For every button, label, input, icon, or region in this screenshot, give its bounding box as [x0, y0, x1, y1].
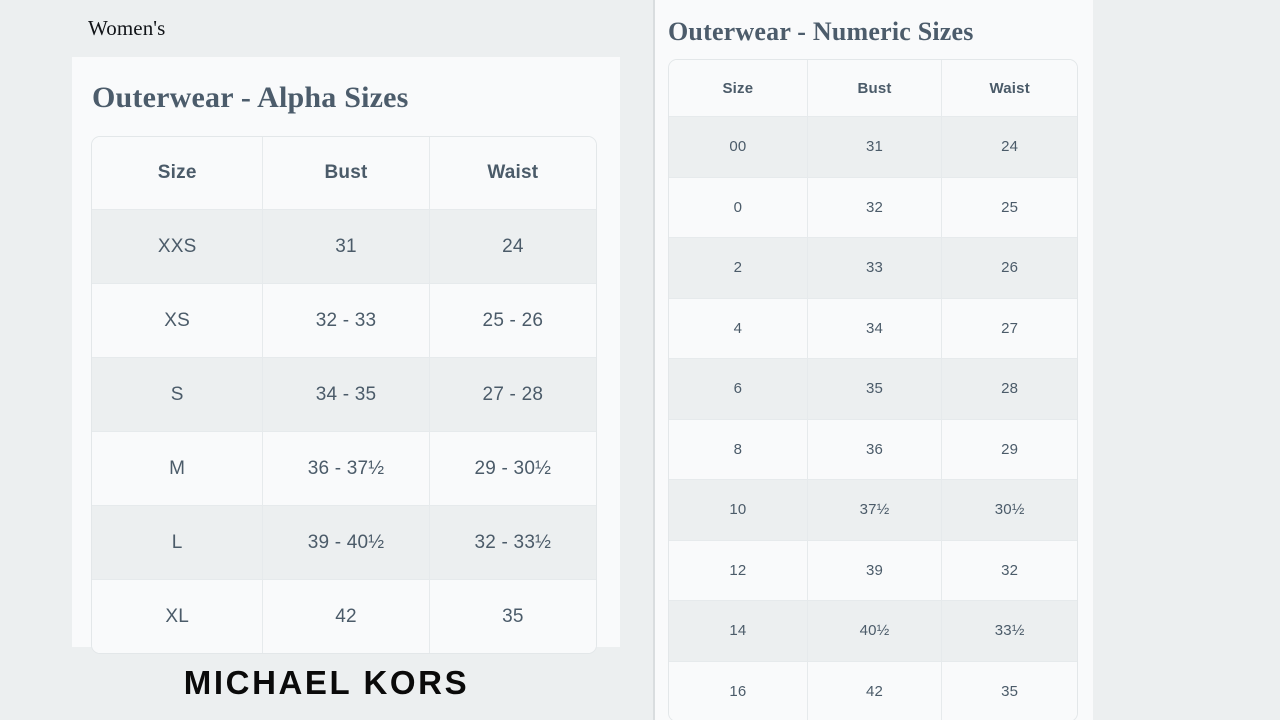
table-row: 14 40½ 33½ — [669, 601, 1077, 662]
cell-size: S — [92, 358, 264, 432]
cell-bust: 39 - 40½ — [263, 506, 430, 580]
cell-bust: 40½ — [807, 601, 943, 662]
cell-waist: 24 — [429, 210, 596, 284]
numeric-sizes-title: Outerwear - Numeric Sizes — [668, 17, 974, 46]
table-row: 10 37½ 30½ — [669, 480, 1077, 541]
cell-bust: 36 - 37½ — [263, 432, 430, 506]
table-row: 00 31 24 — [669, 117, 1077, 178]
table-row: L 39 - 40½ 32 - 33½ — [92, 506, 596, 580]
cell-bust: 32 - 33 — [263, 284, 430, 358]
numeric-table-header: Size Bust Waist — [669, 60, 1077, 117]
cell-waist: 35 — [429, 580, 596, 653]
cell-waist: 24 — [942, 117, 1077, 178]
cell-waist: 30½ — [942, 480, 1077, 541]
cell-waist: 26 — [942, 238, 1077, 299]
cell-bust: 37½ — [807, 480, 943, 541]
cell-size: XL — [92, 580, 264, 653]
cell-waist: 32 - 33½ — [429, 506, 596, 580]
cell-waist: 29 - 30½ — [429, 432, 596, 506]
alpha-table-header: Size Bust Waist — [92, 137, 596, 210]
table-header-row: Size Bust Waist — [669, 60, 1077, 117]
cell-size: 10 — [669, 480, 808, 541]
table-row: M 36 - 37½ 29 - 30½ — [92, 432, 596, 506]
cell-size: 14 — [669, 601, 808, 662]
table-row: 4 34 27 — [669, 298, 1077, 359]
cell-waist: 25 — [942, 177, 1077, 238]
cell-bust: 31 — [263, 210, 430, 284]
breadcrumb: Women's — [88, 16, 166, 40]
alpha-sizes-title: Outerwear - Alpha Sizes — [92, 81, 409, 114]
alpha-table-body: XXS 31 24 XS 32 - 33 25 - 26 S 34 - 35 2… — [92, 210, 596, 653]
cell-size: 6 — [669, 359, 808, 420]
table-row: 2 33 26 — [669, 238, 1077, 299]
table-row: XXS 31 24 — [92, 210, 596, 284]
cell-bust: 32 — [807, 177, 943, 238]
alpha-sizes-card: Outerwear - Alpha Sizes Size Bust Waist … — [72, 57, 620, 654]
column-header-bust: Bust — [807, 60, 943, 117]
cell-size: 16 — [669, 661, 808, 720]
cell-size: 0 — [669, 177, 808, 238]
cell-waist: 28 — [942, 359, 1077, 420]
column-header-bust: Bust — [263, 137, 430, 210]
cell-bust: 36 — [807, 419, 943, 480]
cell-size: 8 — [669, 419, 808, 480]
table-row: 12 39 32 — [669, 540, 1077, 601]
numeric-table-body: 00 31 24 0 32 25 2 33 26 4 — [669, 117, 1077, 720]
table-row: 6 35 28 — [669, 359, 1077, 420]
cell-size: 12 — [669, 540, 808, 601]
cell-bust: 39 — [807, 540, 943, 601]
brand-logo: MICHAEL KORS — [183, 664, 470, 701]
cell-waist: 32 — [942, 540, 1077, 601]
cell-bust: 33 — [807, 238, 943, 299]
table-row: S 34 - 35 27 - 28 — [92, 358, 596, 432]
cell-size: 4 — [669, 298, 808, 359]
cell-size: 00 — [669, 117, 808, 178]
column-header-waist: Waist — [429, 137, 596, 210]
right-panel: Outerwear - Numeric Sizes Size Bust Wais… — [655, 0, 1280, 720]
table-header-row: Size Bust Waist — [92, 137, 596, 210]
cell-bust: 35 — [807, 359, 943, 420]
cell-waist: 25 - 26 — [429, 284, 596, 358]
table-row: XL 42 35 — [92, 580, 596, 653]
cell-waist: 29 — [942, 419, 1077, 480]
cell-waist: 35 — [942, 661, 1077, 720]
cell-bust: 42 — [807, 661, 943, 720]
cell-waist: 27 — [942, 298, 1077, 359]
left-panel: Women's Outerwear - Alpha Sizes Size Bus… — [72, 16, 620, 701]
column-header-size: Size — [669, 60, 808, 117]
column-header-size: Size — [92, 137, 264, 210]
cell-bust: 34 — [807, 298, 943, 359]
cell-size: M — [92, 432, 264, 506]
cell-size: 2 — [669, 238, 808, 299]
cell-bust: 34 - 35 — [263, 358, 430, 432]
table-row: 8 36 29 — [669, 419, 1077, 480]
numeric-sizes-table: Size Bust Waist 00 31 24 0 32 25 — [668, 59, 1078, 720]
cell-waist: 27 - 28 — [429, 358, 596, 432]
table-row: 0 32 25 — [669, 177, 1077, 238]
cell-size: XS — [92, 284, 264, 358]
cell-bust: 42 — [263, 580, 430, 653]
column-header-waist: Waist — [942, 60, 1077, 117]
panel-divider — [653, 0, 655, 720]
cell-waist: 33½ — [942, 601, 1077, 662]
table-row: 16 42 35 — [669, 661, 1077, 720]
cell-bust: 31 — [807, 117, 943, 178]
table-row: XS 32 - 33 25 - 26 — [92, 284, 596, 358]
cell-size: L — [92, 506, 264, 580]
alpha-sizes-table: Size Bust Waist XXS 31 24 XS 32 - 33 25 … — [91, 136, 597, 654]
numeric-sizes-card: Outerwear - Numeric Sizes Size Bust Wais… — [655, 0, 1093, 720]
cell-size: XXS — [92, 210, 264, 284]
